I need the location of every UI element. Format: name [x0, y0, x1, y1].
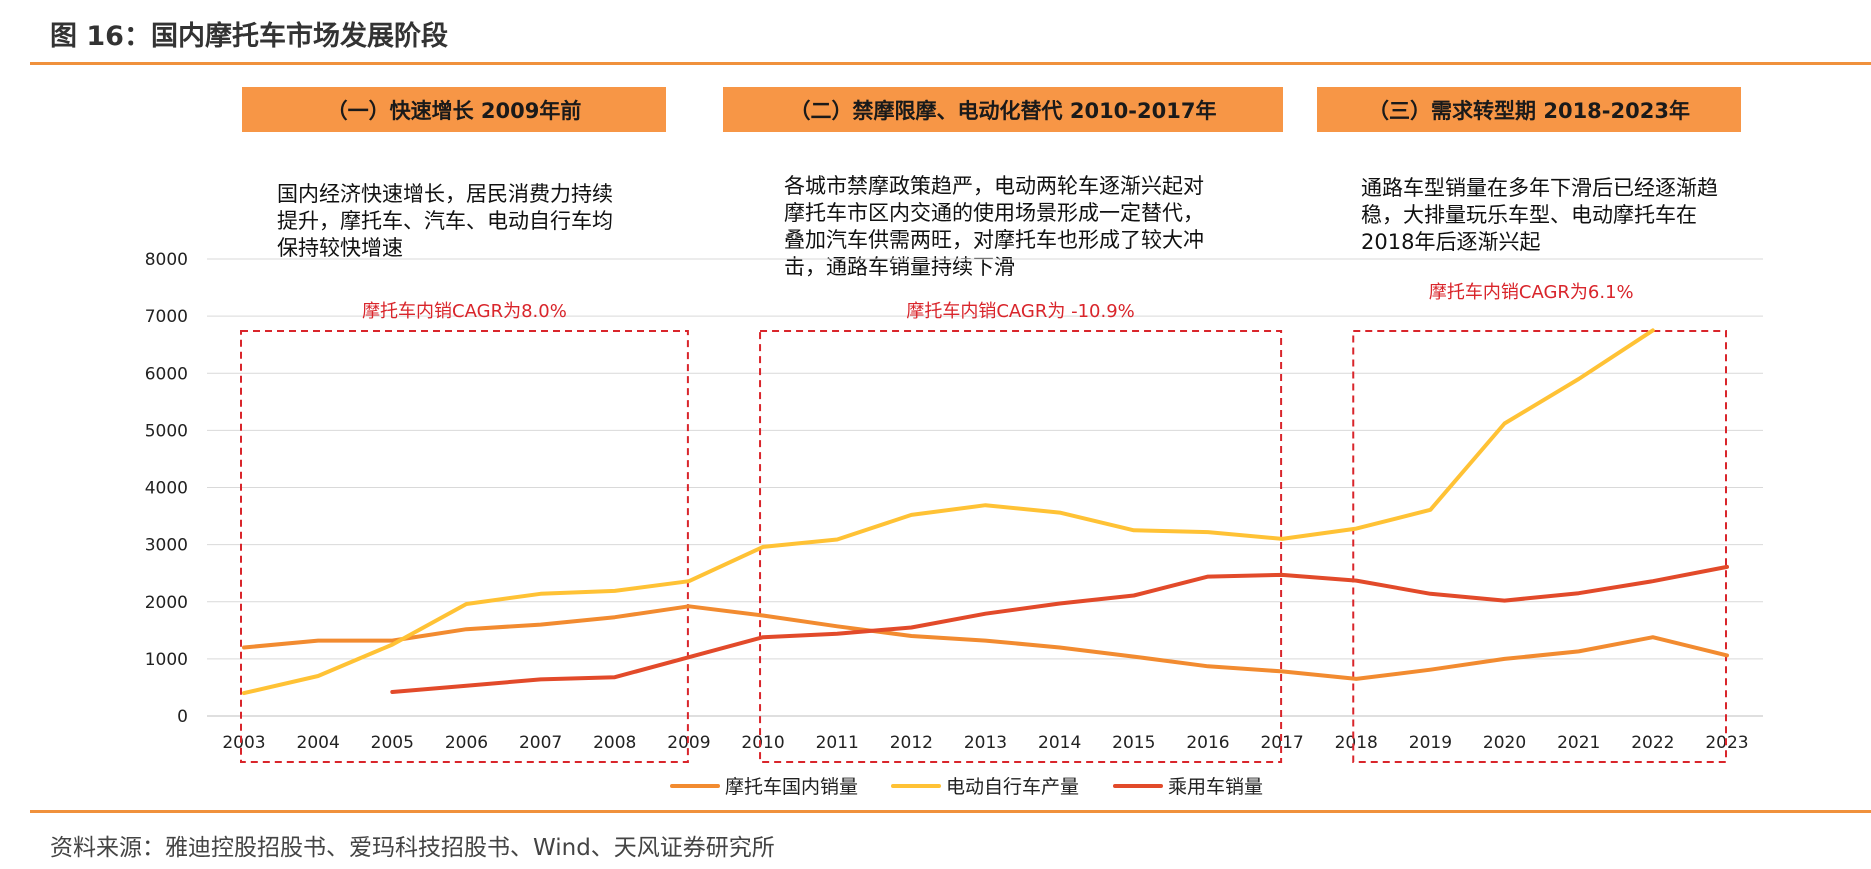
figure-title: 图 16：国内摩托车市场发展阶段 — [50, 21, 448, 52]
phase-3-cagr-label: 摩托车内销CAGR为6.1% — [1429, 282, 1634, 303]
y-tick-label: 4000 — [145, 479, 188, 499]
y-tick-label: 7000 — [145, 307, 188, 327]
series-line-3 — [390, 564, 1729, 694]
phase-3-label: （三）需求转型期 2018-2023年 — [1317, 87, 1741, 132]
phase-2-description-line: 摩托车市区内交通的使用场景形成一定替代， — [784, 201, 1204, 225]
y-tick-label: 6000 — [145, 364, 188, 384]
x-tick-label: 2020 — [1483, 733, 1526, 753]
phase-2-description: 各城市禁摩政策趋严，电动两轮车逐渐兴起对 摩托车市区内交通的使用场景形成一定替代… — [784, 173, 1204, 281]
cagr-annotations: 摩托车内销CAGR为8.0% 摩托车内销CAGR为 -10.9% 摩托车内销CAGR… — [362, 282, 1634, 322]
phase-1-description-line: 保持较快增速 — [277, 236, 403, 260]
phase-1-box — [240, 330, 689, 763]
x-tick-label: 2015 — [1112, 733, 1155, 753]
y-tick-label: 5000 — [145, 421, 188, 441]
x-tick-label: 2007 — [519, 733, 562, 753]
phase-1-description-line: 提升，摩托车、汽车、电动自行车均 — [277, 209, 613, 233]
x-tick-label: 2004 — [297, 733, 340, 753]
phase-2-cagr-label: 摩托车内销CAGR为 -10.9% — [906, 301, 1134, 322]
phase-1-label: （一）快速增长 2009年前 — [242, 87, 666, 132]
phase-3-description-line: 通路车型销量在多年下滑后已经逐渐趋 — [1361, 176, 1718, 200]
x-tick-label: 2017 — [1260, 733, 1303, 753]
y-tick-label: 1000 — [145, 650, 188, 670]
x-tick-label: 2019 — [1409, 733, 1452, 753]
phase-boxes — [240, 330, 1727, 763]
y-axis-ticks: 0 1000 2000 3000 4000 5000 6000 7000 8000 — [145, 250, 188, 727]
x-tick-label: 2022 — [1631, 733, 1674, 753]
phase-3-description-line: 2018年后逐渐兴起 — [1361, 230, 1541, 254]
phase-1-cagr-label: 摩托车内销CAGR为8.0% — [362, 301, 567, 322]
phase-2-description-line: 叠加汽车供需两旺，对摩托车也形成了较大冲 — [784, 228, 1204, 252]
x-tick-label: 2014 — [1038, 733, 1081, 753]
source-note: 资料来源：雅迪控股招股书、爱玛科技招股书、Wind、天风证券研究所 — [50, 835, 775, 861]
x-tick-label: 2018 — [1335, 733, 1378, 753]
series-lines — [242, 328, 1729, 696]
gridlines — [207, 258, 1763, 717]
series-line-1 — [242, 604, 1729, 681]
x-tick-label: 2003 — [222, 733, 265, 753]
x-tick-label: 2016 — [1186, 733, 1229, 753]
series-line-2 — [242, 328, 1655, 696]
x-tick-label: 2006 — [445, 733, 488, 753]
phase-3-description-line: 稳，大排量玩乐车型、电动摩托车在 — [1361, 203, 1697, 227]
y-tick-label: 2000 — [145, 593, 188, 613]
x-tick-label: 2011 — [816, 733, 859, 753]
x-tick-label: 2021 — [1557, 733, 1600, 753]
legend-label: 电动自行车产量 — [946, 776, 1079, 798]
x-tick-label: 2012 — [890, 733, 933, 753]
phase-2-box — [759, 330, 1283, 763]
y-tick-label: 3000 — [145, 536, 188, 556]
phase-3-box — [1352, 330, 1727, 763]
bottom-divider — [30, 810, 1871, 813]
phase-1-description: 国内经济快速增长，居民消费力持续 提升，摩托车、汽车、电动自行车均 保持较快增速 — [277, 181, 613, 262]
x-axis-ticks: 2003 2004 2005 2006 2007 2008 2009 2010 2011 2012… — [222, 733, 1748, 753]
x-tick-label: 2005 — [371, 733, 414, 753]
x-tick-label: 2010 — [741, 733, 784, 753]
phase-1-description-line: 国内经济快速增长，居民消费力持续 — [277, 182, 613, 206]
legend-label: 乘用车销量 — [1168, 776, 1263, 798]
x-tick-label: 2008 — [593, 733, 636, 753]
legend-label: 摩托车国内销量 — [725, 776, 858, 798]
phase-2-label: （二）禁摩限摩、电动化替代 2010-2017年 — [723, 87, 1283, 132]
top-divider — [30, 62, 1871, 65]
y-tick-label: 0 — [177, 707, 188, 727]
x-tick-label: 2013 — [964, 733, 1007, 753]
phase-3-description: 通路车型销量在多年下滑后已经逐渐趋 稳，大排量玩乐车型、电动摩托车在 2018年… — [1361, 175, 1718, 256]
phase-2-description-line: 各城市禁摩政策趋严，电动两轮车逐渐兴起对 — [784, 174, 1204, 198]
y-tick-label: 8000 — [145, 250, 188, 270]
legend: 摩托车国内销量 电动自行车产量 乘用车销量 — [670, 776, 1263, 798]
